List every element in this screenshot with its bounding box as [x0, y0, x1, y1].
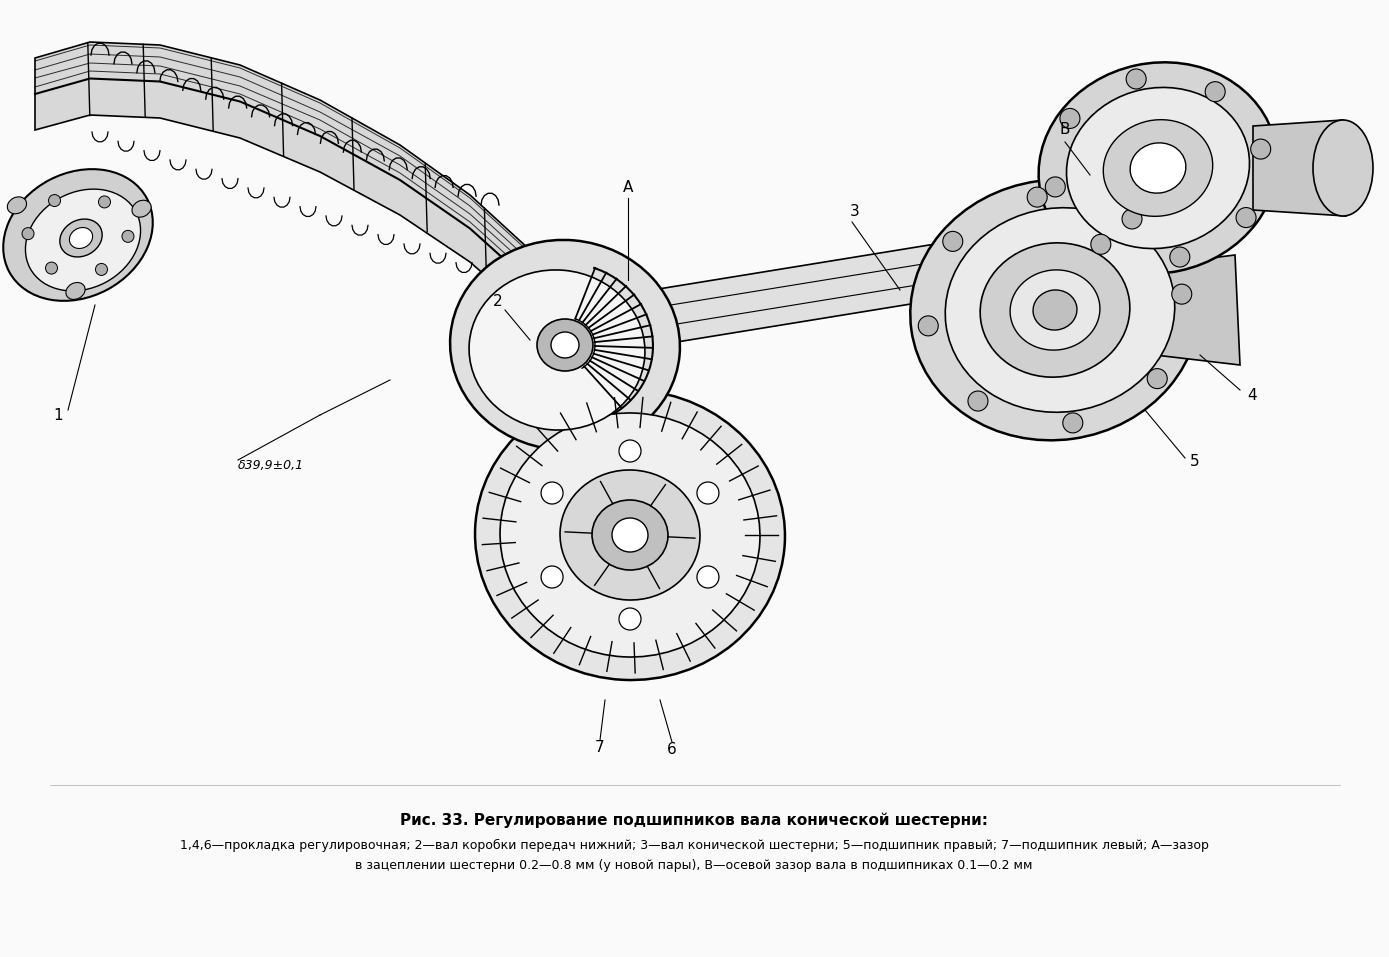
Circle shape — [22, 228, 33, 239]
Text: Рис. 33. Регулирование подшипников вала конической шестерни:: Рис. 33. Регулирование подшипников вала … — [400, 812, 988, 828]
Ellipse shape — [613, 518, 649, 552]
Ellipse shape — [1313, 120, 1372, 216]
Circle shape — [619, 440, 640, 462]
Circle shape — [697, 482, 720, 504]
Ellipse shape — [450, 240, 681, 450]
Polygon shape — [531, 290, 581, 400]
Polygon shape — [35, 42, 565, 360]
Ellipse shape — [500, 413, 760, 657]
Circle shape — [542, 566, 563, 588]
Ellipse shape — [538, 319, 593, 371]
Circle shape — [619, 608, 640, 630]
Text: δ39,9±0,1: δ39,9±0,1 — [238, 459, 304, 473]
Ellipse shape — [7, 197, 26, 213]
Ellipse shape — [981, 243, 1129, 377]
Circle shape — [1172, 284, 1192, 304]
Circle shape — [1122, 209, 1142, 229]
Ellipse shape — [475, 389, 785, 680]
Polygon shape — [1253, 120, 1346, 216]
Ellipse shape — [60, 219, 103, 256]
Text: 1,4,6—прокладка регулировочная; 2—вал коробки передач нижний; 3—вал конической ш: 1,4,6—прокладка регулировочная; 2—вал ко… — [179, 838, 1208, 852]
Text: 5: 5 — [1190, 455, 1200, 470]
Circle shape — [1250, 139, 1271, 159]
Ellipse shape — [25, 189, 140, 291]
Circle shape — [968, 391, 988, 412]
Text: 7: 7 — [596, 741, 604, 755]
Circle shape — [697, 566, 720, 588]
Text: в зацеплении шестерни 0.2—0.8 мм (у новой пары), В—осевой зазор вала в подшипник: в зацеплении шестерни 0.2—0.8 мм (у ново… — [356, 858, 1033, 872]
Circle shape — [1236, 208, 1256, 228]
Circle shape — [1126, 69, 1146, 89]
Ellipse shape — [1039, 62, 1278, 274]
Polygon shape — [1035, 203, 1128, 345]
Ellipse shape — [551, 332, 579, 358]
Circle shape — [122, 231, 133, 242]
Ellipse shape — [560, 470, 700, 600]
Circle shape — [1060, 108, 1079, 128]
Ellipse shape — [910, 180, 1200, 440]
Text: B: B — [1060, 122, 1071, 138]
Polygon shape — [572, 382, 640, 422]
Ellipse shape — [1067, 87, 1250, 249]
Circle shape — [1170, 247, 1190, 267]
Ellipse shape — [132, 200, 151, 217]
Circle shape — [96, 263, 107, 276]
Ellipse shape — [3, 169, 153, 300]
Circle shape — [1206, 81, 1225, 101]
Text: 4: 4 — [1247, 388, 1257, 403]
Circle shape — [943, 232, 963, 252]
Circle shape — [542, 482, 563, 504]
Ellipse shape — [1010, 270, 1100, 350]
Circle shape — [918, 316, 938, 336]
Circle shape — [49, 194, 61, 207]
Text: 2: 2 — [493, 295, 503, 309]
Polygon shape — [1156, 255, 1240, 365]
Text: A: A — [622, 181, 633, 195]
Circle shape — [1046, 177, 1065, 197]
Ellipse shape — [65, 282, 85, 300]
Circle shape — [99, 196, 111, 208]
Ellipse shape — [592, 500, 668, 570]
Circle shape — [46, 262, 57, 274]
Text: 3: 3 — [850, 205, 860, 219]
Circle shape — [1028, 188, 1047, 207]
Circle shape — [1147, 368, 1167, 389]
Ellipse shape — [1103, 120, 1213, 216]
Circle shape — [1090, 234, 1111, 255]
Text: 1: 1 — [53, 408, 63, 422]
Ellipse shape — [1033, 290, 1076, 330]
Polygon shape — [640, 240, 960, 348]
Circle shape — [1063, 412, 1083, 433]
Ellipse shape — [946, 208, 1175, 412]
Ellipse shape — [69, 228, 93, 249]
Text: 6: 6 — [667, 743, 676, 758]
Ellipse shape — [469, 270, 644, 430]
Ellipse shape — [1131, 143, 1186, 193]
